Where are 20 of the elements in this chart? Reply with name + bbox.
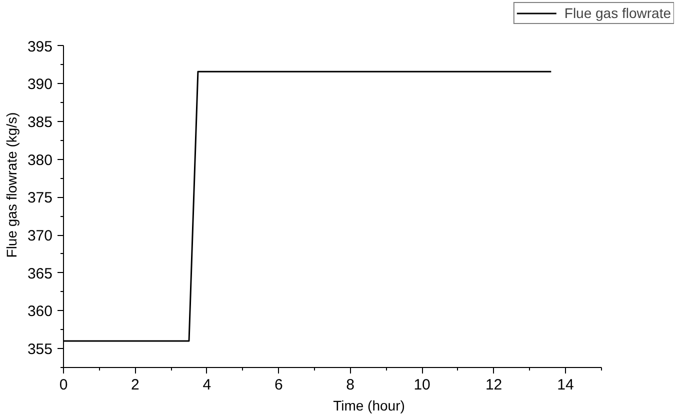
y-tick-label: 390 [27,76,53,94]
x-tick-label: 10 [414,376,430,394]
y-tick-label: 385 [27,114,53,132]
x-tick-label: 4 [202,376,212,394]
x-tick-label: 6 [274,376,283,394]
y-axis-title: Flue gas flowrate (kg/s) [3,112,20,258]
x-axis-title: Time (hour) [333,398,405,414]
x-tick-label: 8 [346,376,355,394]
y-tick-label: 355 [27,341,53,358]
x-tick-label: 14 [557,376,574,394]
y-tick-label: 365 [27,265,53,282]
y-tick-label: 360 [27,303,53,320]
y-tick-label: 380 [27,152,53,169]
legend-label: Flue gas flowrate [564,5,671,21]
y-tick-label: 395 [27,38,53,56]
y-tick-label: 370 [27,228,53,245]
y-tick-label: 375 [27,190,53,207]
x-tick-label: 0 [59,376,68,394]
x-tick-label: 2 [131,376,140,394]
x-tick-label: 12 [485,376,502,394]
